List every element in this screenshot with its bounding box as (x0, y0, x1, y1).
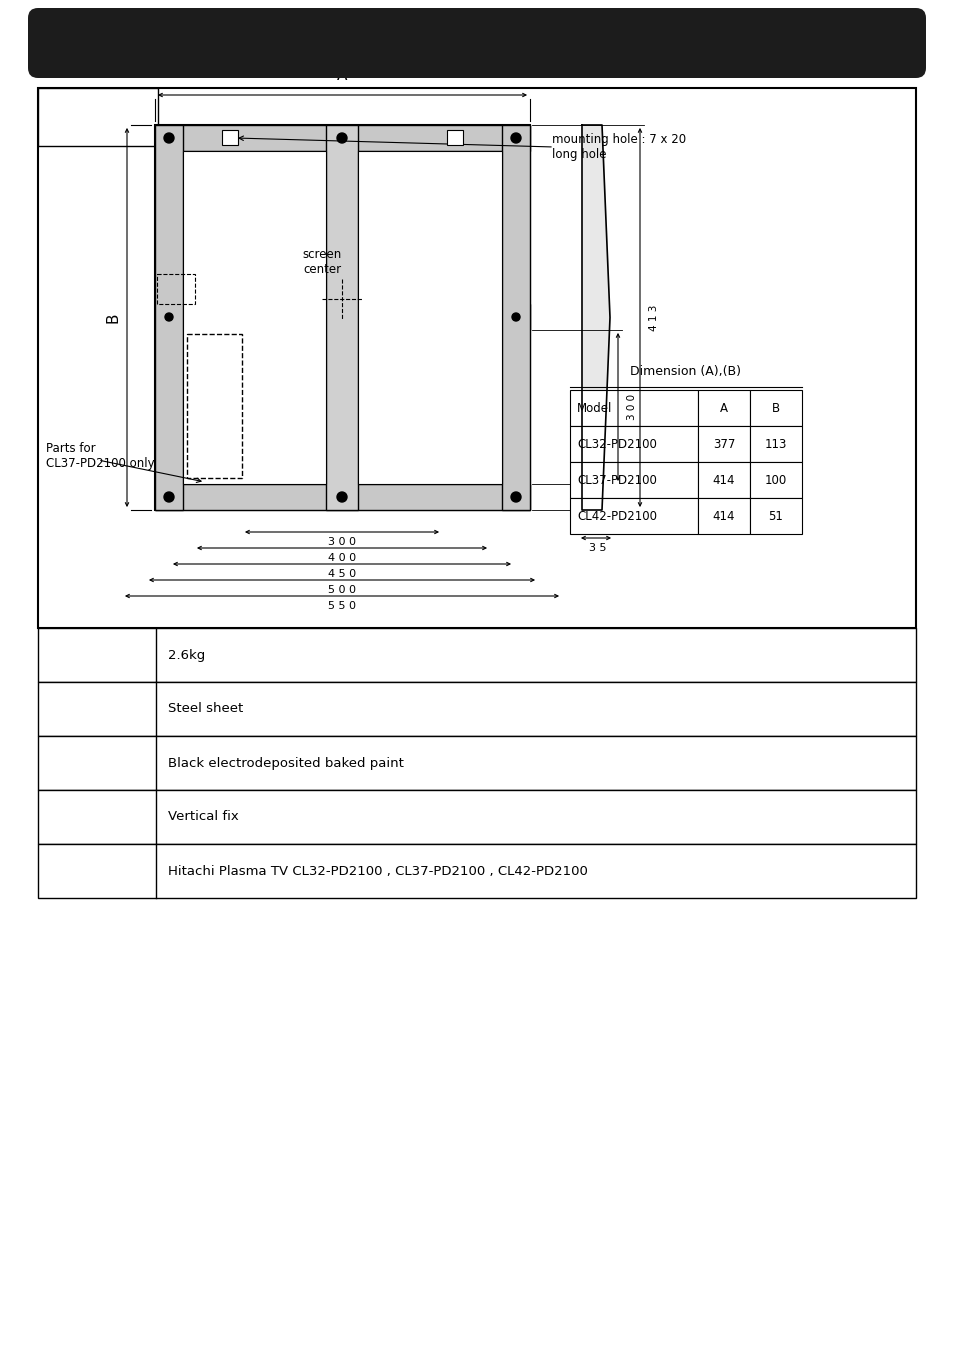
Circle shape (164, 134, 173, 143)
Bar (38, 88, 158, 146)
Text: Model: Model (577, 401, 612, 414)
Bar (38, 682, 915, 736)
Text: Hitachi Plasma TV CL32-PD2100 , CL37-PD2100 , CL42-PD2100: Hitachi Plasma TV CL32-PD2100 , CL37-PD2… (168, 864, 587, 878)
FancyBboxPatch shape (28, 8, 925, 78)
Bar (38, 844, 915, 898)
Text: 4 0 0: 4 0 0 (328, 554, 355, 563)
Bar (501, 126, 530, 510)
Bar (38, 736, 915, 790)
Text: 3 5: 3 5 (589, 543, 606, 554)
Circle shape (336, 491, 347, 502)
Bar (698, 390, 749, 427)
Bar (749, 427, 801, 462)
Text: 100: 100 (764, 474, 786, 486)
Text: 377: 377 (712, 437, 735, 451)
Text: B: B (106, 312, 120, 323)
Circle shape (165, 313, 172, 321)
Text: 5 5 0: 5 5 0 (328, 601, 355, 612)
Text: A: A (720, 401, 727, 414)
Circle shape (511, 491, 520, 502)
Circle shape (336, 134, 347, 143)
Bar (187, 333, 242, 478)
Bar (698, 498, 749, 535)
Text: B: B (771, 401, 780, 414)
Polygon shape (581, 126, 609, 510)
Text: Dimension (A),(B): Dimension (A),(B) (630, 364, 740, 378)
Text: Parts for
CL37-PD2100 only: Parts for CL37-PD2100 only (46, 441, 154, 470)
Text: 5 0 0: 5 0 0 (328, 585, 355, 595)
Text: 414: 414 (712, 474, 735, 486)
Text: 2.6kg: 2.6kg (168, 648, 205, 662)
Bar (222, 130, 237, 144)
Bar (749, 498, 801, 535)
Text: 113: 113 (764, 437, 786, 451)
Bar (698, 427, 749, 462)
Circle shape (511, 134, 520, 143)
Bar (154, 126, 183, 510)
Bar (357, 151, 501, 485)
Bar (698, 462, 749, 498)
Bar (38, 88, 915, 628)
Circle shape (512, 313, 519, 321)
Text: A: A (336, 68, 347, 82)
Text: 51: 51 (768, 509, 782, 522)
Text: 3 0 0: 3 0 0 (328, 537, 355, 547)
Bar (569, 427, 698, 462)
Bar (154, 126, 530, 151)
Text: CL32-PD2100: CL32-PD2100 (577, 437, 657, 451)
Bar (569, 390, 698, 427)
Text: Steel sheet: Steel sheet (168, 702, 243, 716)
Bar (749, 462, 801, 498)
Text: 4 1 3: 4 1 3 (648, 304, 659, 331)
Bar (749, 390, 801, 427)
Bar (157, 274, 194, 304)
Bar (569, 498, 698, 535)
Text: CL37-PD2100: CL37-PD2100 (577, 474, 657, 486)
Text: 4 5 0: 4 5 0 (328, 568, 355, 579)
Bar (154, 485, 530, 510)
Bar (154, 126, 530, 510)
Text: Vertical fix: Vertical fix (168, 810, 238, 824)
Text: CL42-PD2100: CL42-PD2100 (577, 509, 657, 522)
Bar (447, 130, 462, 144)
Circle shape (164, 491, 173, 502)
Bar (38, 628, 915, 682)
Text: screen
center: screen center (302, 248, 341, 275)
Bar (183, 151, 326, 485)
Text: 3 0 0: 3 0 0 (626, 394, 637, 420)
Bar (38, 790, 915, 844)
Bar (326, 126, 357, 510)
Bar (569, 462, 698, 498)
Text: Black electrodeposited baked paint: Black electrodeposited baked paint (168, 756, 403, 770)
Text: 414: 414 (712, 509, 735, 522)
Bar (154, 304, 530, 329)
Text: mounting hole : 7 x 20
long hole: mounting hole : 7 x 20 long hole (552, 134, 685, 161)
